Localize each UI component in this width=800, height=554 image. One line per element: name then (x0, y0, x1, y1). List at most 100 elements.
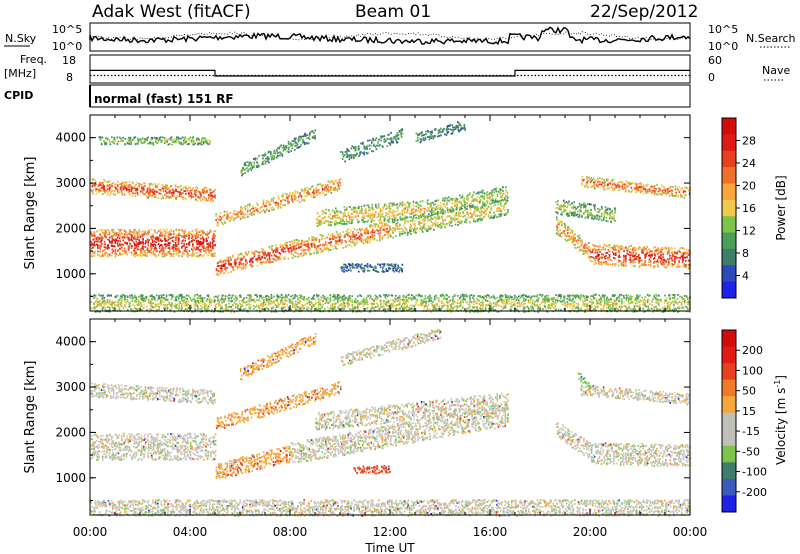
power-cell (601, 257, 603, 260)
power-cell (286, 244, 288, 247)
power-cell (135, 244, 137, 247)
power-cell (287, 148, 290, 151)
power-cell (280, 144, 282, 147)
power-cell (183, 231, 185, 233)
power-cell (186, 143, 189, 146)
power-cell (125, 251, 127, 253)
power-cell (201, 140, 204, 143)
power-cell (262, 201, 265, 203)
power-cell (559, 235, 561, 237)
power-cell (189, 136, 192, 139)
power-cell (461, 194, 464, 197)
noise-trace (89, 26, 691, 45)
power-cell (634, 265, 636, 267)
power-cell (192, 143, 195, 146)
power-cell (104, 248, 106, 251)
power-cell (173, 233, 175, 235)
power-cell (578, 246, 581, 248)
power-cell (333, 182, 336, 185)
power-cell (117, 240, 119, 242)
power-cell (116, 136, 119, 139)
power-cell (134, 136, 137, 139)
power-cell (330, 249, 332, 251)
power-cell (564, 224, 567, 227)
power-cell (104, 190, 106, 192)
power-cell (203, 250, 205, 253)
power-cell (411, 219, 414, 222)
power-cell (92, 178, 94, 181)
power-cell (156, 142, 158, 145)
power-cell (160, 141, 163, 143)
power-cell (245, 164, 247, 167)
power-cell (435, 205, 438, 208)
power-cell (230, 263, 232, 266)
nave-tick-low: 0 (708, 71, 715, 84)
frequency-panel-frame (89, 54, 691, 84)
power-cell (183, 190, 185, 192)
power-cell (213, 195, 215, 198)
power-cell (192, 244, 194, 247)
power-cell (373, 139, 375, 142)
power-cell (195, 195, 197, 197)
power-cell (117, 141, 119, 144)
power-cell (598, 254, 600, 256)
power-cell (125, 249, 127, 252)
power-cell (409, 212, 411, 215)
power-cell (133, 253, 135, 256)
power-cell (175, 188, 177, 191)
power-cell (441, 206, 443, 208)
power-cell (121, 236, 124, 239)
power-cell (422, 213, 425, 216)
power-cell (490, 215, 493, 217)
power-cell (137, 248, 139, 251)
power-cell (168, 190, 170, 193)
power-cell (134, 228, 136, 231)
power-cell (461, 207, 463, 210)
power-cell (182, 235, 184, 238)
power-cell (287, 196, 289, 199)
power-cell (443, 127, 445, 130)
power-cell (297, 140, 300, 143)
power-cell (330, 244, 332, 247)
power-cell (203, 254, 205, 257)
power-cell (265, 160, 267, 163)
power-cell (352, 154, 355, 157)
power-cell (227, 215, 229, 218)
power-cell (599, 251, 601, 253)
power-cell (239, 217, 242, 220)
power-cell (312, 236, 314, 239)
power-cell (151, 138, 154, 140)
power-cell (376, 239, 378, 242)
power-cell (158, 192, 160, 195)
power-cell (447, 128, 450, 130)
power-cell (144, 249, 147, 252)
power-cell (118, 235, 121, 237)
power-cell (304, 195, 306, 198)
power-cell (668, 261, 670, 263)
power-cell (349, 206, 351, 208)
power-cell (483, 204, 485, 206)
power-cell (378, 138, 380, 141)
power-cell (146, 255, 149, 257)
power-cell (111, 248, 114, 251)
power-cell (365, 227, 368, 230)
power-cell (557, 230, 560, 233)
power-cell (105, 230, 107, 233)
power-cell (479, 215, 481, 217)
power-cell (654, 254, 656, 257)
power-cell (142, 230, 144, 233)
power-cell (134, 247, 136, 250)
power-cell (139, 138, 142, 141)
power-cell (129, 242, 131, 245)
power-cell (356, 153, 358, 155)
power-cell (444, 197, 447, 199)
power-cell (175, 238, 178, 241)
power-cell (404, 204, 407, 207)
power-cell (206, 243, 208, 245)
power-cell (386, 137, 389, 140)
power-cell (634, 254, 636, 257)
power-cell (427, 215, 429, 218)
power-cell (160, 248, 163, 251)
power-cell (428, 213, 430, 216)
power-cell (390, 131, 392, 134)
